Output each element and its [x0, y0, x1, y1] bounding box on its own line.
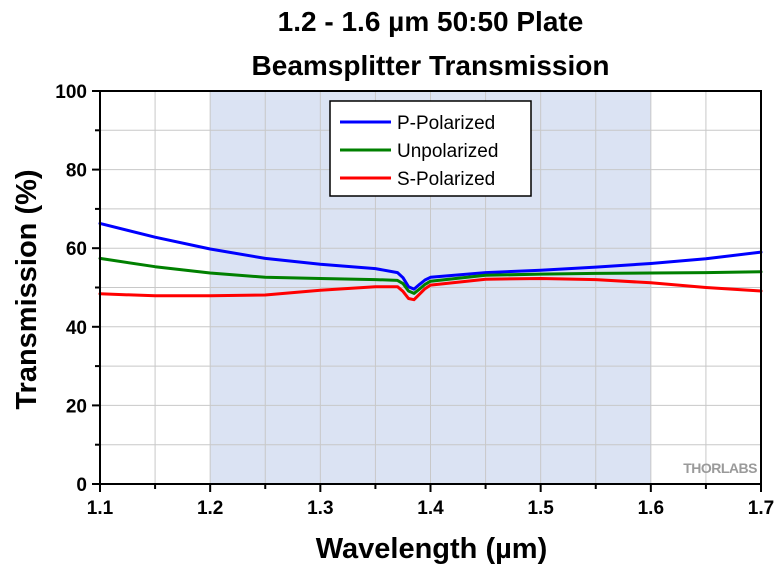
- x-tick-label: 1.4: [417, 498, 444, 519]
- legend-label: S-Polarized: [397, 169, 495, 190]
- y-tick-label: 40: [66, 318, 87, 339]
- x-tick-label: 1.2: [197, 498, 223, 519]
- series-line-unpolarized: [98, 256, 763, 295]
- chart-title-line-2: Beamsplitter Transmission: [251, 50, 610, 81]
- x-tick-label: 1.5: [527, 498, 554, 519]
- legend: P-Polarized Unpolarized S-Polarized: [329, 100, 532, 197]
- y-tick-label: 60: [66, 239, 87, 260]
- chart-title-line-1: 1.2 - 1.6 µm 50:50 Plate: [277, 6, 584, 37]
- y-tick-label: 80: [66, 161, 87, 182]
- series-line-p-polarized: [98, 221, 763, 291]
- legend-label: P-Polarized: [397, 113, 495, 134]
- y-tick-label: 20: [66, 396, 87, 417]
- legend-label: Unpolarized: [397, 141, 498, 162]
- x-axis-title: Wavelength (µm): [316, 533, 548, 565]
- x-tick-label: 1.7: [748, 498, 774, 519]
- y-axis-title: Transmission (%): [11, 169, 43, 409]
- x-tick-label: 1.6: [638, 498, 664, 519]
- series-line-s-polarized: [98, 277, 763, 302]
- thorlabs-watermark: THORLABS: [683, 460, 757, 476]
- y-tick-label: 0: [76, 475, 87, 496]
- y-tick-label: 100: [55, 82, 87, 103]
- x-tick-label: 1.3: [307, 498, 333, 519]
- x-tick-label: 1.1: [87, 498, 114, 519]
